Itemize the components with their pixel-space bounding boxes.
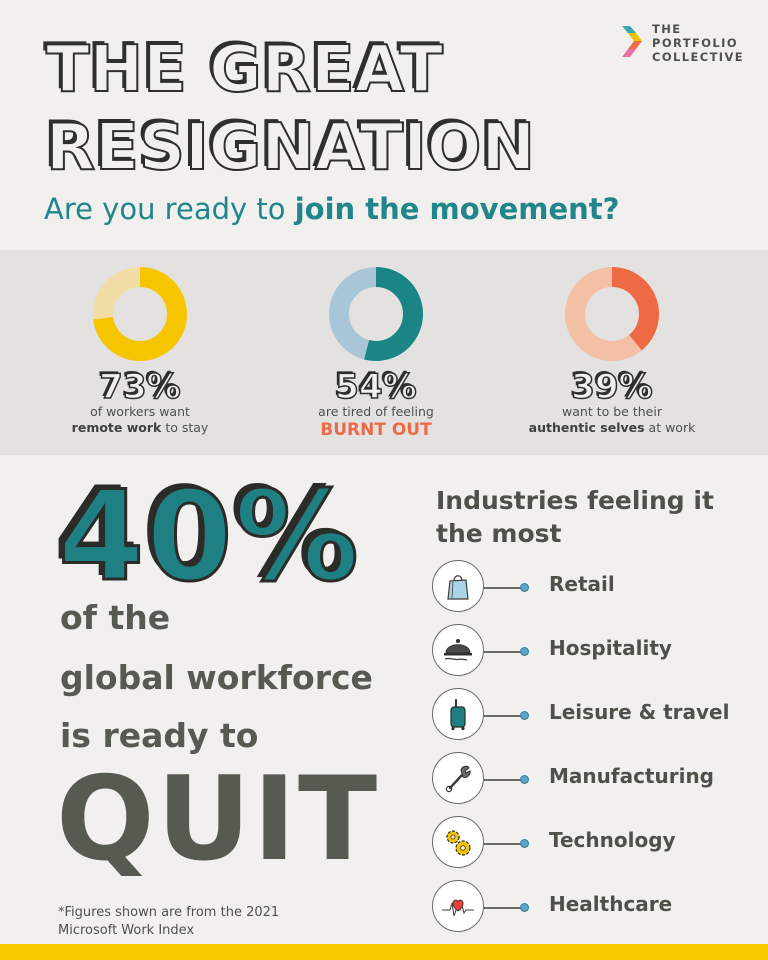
stat-caption: remote work to stay bbox=[71, 420, 209, 435]
logo-text-line: PORTFOLIO bbox=[652, 36, 739, 50]
stat-authentic: 39% want to be their authentic selves at… bbox=[502, 264, 722, 436]
connector-line bbox=[484, 843, 522, 845]
stat-remote-work: 73% of workers want remote work to stay bbox=[30, 264, 250, 436]
industry-retail: Retail bbox=[432, 560, 762, 616]
industries-heading-line: the most bbox=[436, 519, 562, 548]
page-title-line-2: RESIGNATION bbox=[45, 111, 536, 185]
industry-technology: Technology bbox=[432, 816, 762, 872]
heartbeat-icon bbox=[442, 899, 474, 917]
stat-caption: are tired of feeling bbox=[318, 404, 434, 419]
industry-icon-circle bbox=[432, 752, 484, 804]
shopping-bag-icon bbox=[447, 575, 469, 600]
wrench-icon bbox=[445, 765, 471, 793]
subtitle-emphasis: join the movement? bbox=[294, 192, 620, 226]
industry-label: Hospitality bbox=[549, 636, 672, 660]
big-percent-40: 40% bbox=[57, 465, 361, 609]
stat-caption: of workers want bbox=[90, 404, 190, 419]
industries-heading-line: Industries feeling it bbox=[436, 486, 714, 515]
connector-line bbox=[484, 715, 522, 717]
connector-dot bbox=[520, 711, 529, 720]
big-stat-line: of the bbox=[60, 598, 171, 637]
industries-heading: Industries feeling it the most bbox=[436, 484, 714, 550]
footnote-line: *Figures shown are from the 2021 bbox=[58, 905, 280, 920]
suitcase-icon bbox=[450, 699, 466, 731]
stat-burnt-out: 54% are tired of feeling BURNT OUT bbox=[266, 264, 486, 440]
title-text: THE GREAT bbox=[45, 33, 444, 107]
burnt-out-highlight: BURNT OUT bbox=[320, 420, 432, 440]
connector-line bbox=[484, 907, 522, 909]
footnote: *Figures shown are from the 2021 Microso… bbox=[58, 904, 279, 940]
connector-dot bbox=[520, 775, 529, 784]
logo-text-line: COLLECTIVE bbox=[652, 50, 745, 64]
industry-icon-circle bbox=[432, 560, 484, 612]
industry-icon-circle bbox=[432, 688, 484, 740]
industry-healthcare: Healthcare bbox=[432, 880, 762, 936]
industry-icon-circle bbox=[432, 624, 484, 676]
industry-hospitality: Hospitality bbox=[432, 624, 762, 680]
industry-leisure-travel: Leisure & travel bbox=[432, 688, 762, 744]
donut-chart-burnout bbox=[329, 267, 423, 361]
title-text: RESIGNATION bbox=[45, 111, 536, 185]
portfolio-collective-logo: THE PORTFOLIO COLLECTIVE bbox=[620, 22, 760, 72]
industry-label: Leisure & travel bbox=[549, 700, 730, 724]
donut-chart-remote bbox=[93, 267, 187, 361]
stats-band: 73% of workers want remote work to stay … bbox=[0, 250, 768, 455]
page-title-line-1: THE GREAT bbox=[45, 33, 444, 107]
connector-line bbox=[484, 587, 522, 589]
industry-label: Retail bbox=[549, 572, 615, 596]
industry-label: Healthcare bbox=[549, 892, 673, 916]
subtitle: Are you ready to join the movement? bbox=[44, 192, 619, 226]
industry-icon-circle bbox=[432, 880, 484, 932]
donut-value-arc bbox=[93, 267, 187, 361]
donut-chart-authentic bbox=[565, 267, 659, 361]
connector-dot bbox=[520, 903, 529, 912]
gears-icon bbox=[446, 830, 471, 856]
footnote-line: Microsoft Work Index bbox=[58, 923, 195, 938]
connector-dot bbox=[520, 647, 529, 656]
industry-icon-circle bbox=[432, 816, 484, 868]
stat-caption: want to be their bbox=[562, 404, 662, 419]
stat-percent: 54% bbox=[335, 367, 418, 407]
logo-text-line: THE bbox=[652, 22, 682, 36]
connector-dot bbox=[520, 583, 529, 592]
connector-line bbox=[484, 779, 522, 781]
donut-value-arc bbox=[329, 267, 423, 361]
logo-chevron-icon bbox=[622, 26, 642, 57]
donut-value-arc bbox=[565, 267, 659, 361]
subtitle-prefix: Are you ready to bbox=[44, 192, 295, 226]
stat-caption: authentic selves at work bbox=[528, 420, 696, 435]
industry-manufacturing: Manufacturing bbox=[432, 752, 762, 808]
bottom-accent-bar bbox=[0, 944, 768, 960]
stat-percent: 39% bbox=[571, 367, 654, 407]
quit-word: QUIT bbox=[56, 752, 380, 887]
cloche-icon bbox=[444, 639, 472, 661]
industry-label: Manufacturing bbox=[549, 764, 714, 788]
big-stat-line: is ready to bbox=[60, 716, 259, 755]
industry-label: Technology bbox=[549, 828, 676, 852]
big-stat-line: global workforce bbox=[60, 658, 373, 697]
stat-percent: 73% bbox=[99, 367, 182, 407]
connector-line bbox=[484, 651, 522, 653]
connector-dot bbox=[520, 839, 529, 848]
